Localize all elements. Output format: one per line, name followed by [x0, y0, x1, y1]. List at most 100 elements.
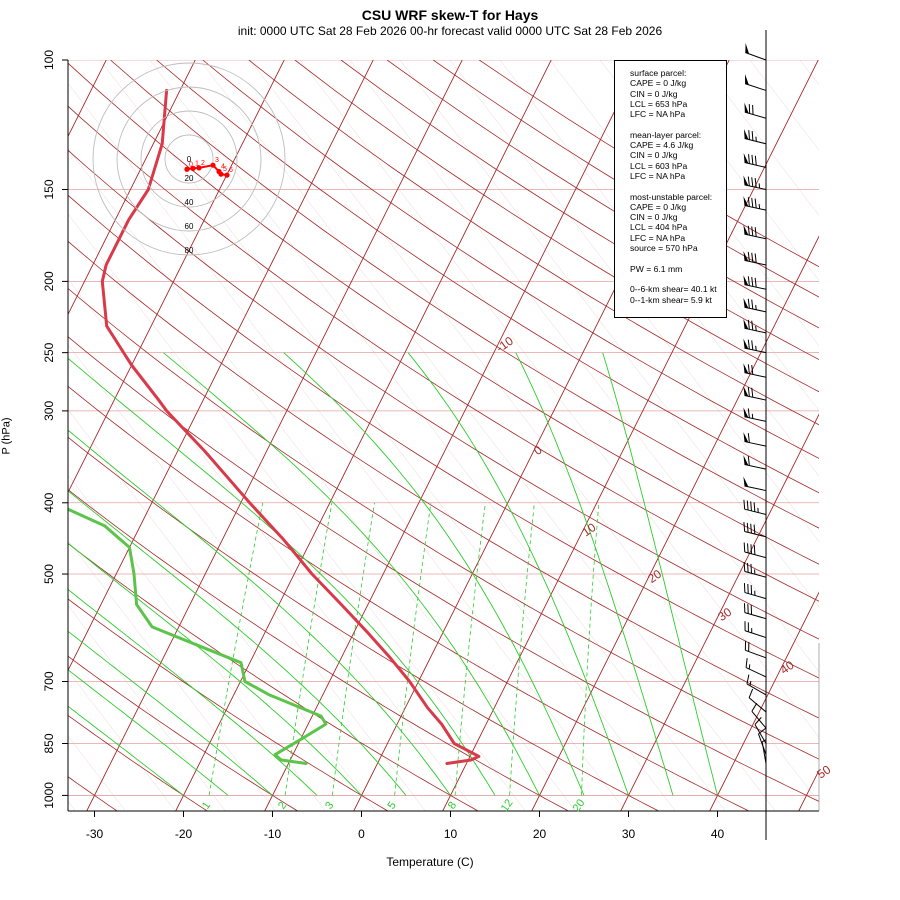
hodograph-ring	[140, 110, 238, 208]
barb-half-flag	[755, 345, 757, 351]
hodograph-ring-label: 80	[185, 246, 194, 255]
hodograph-ring-label: 0	[187, 155, 192, 164]
moist-adiabat-line	[602, 352, 718, 796]
isotherm-line	[531, 235, 819, 811]
barb-flag	[751, 252, 754, 263]
dry-adiabat-line	[68, 240, 819, 719]
info-line: LCL = 653 hPa	[630, 98, 688, 109]
info-line: CAPE = 0 J/kg	[630, 201, 687, 212]
hodograph-ring-label: 20	[185, 174, 194, 183]
barb-flag	[754, 227, 757, 237]
mixing-ratio-line	[581, 502, 600, 796]
barb-shaft	[744, 592, 767, 600]
wind-barb	[743, 196, 767, 211]
diag-grid-line	[68, 605, 226, 811]
barb-shaft	[744, 162, 767, 168]
isotherm-line	[68, 60, 107, 138]
dry-adiabat-line	[68, 598, 389, 811]
isotherm-label: 50	[814, 762, 833, 781]
dry-adiabat-line	[156, 60, 819, 494]
moist-adiabat-line	[68, 588, 318, 796]
mixing-ratio-label: 2	[276, 800, 289, 812]
barb-flag	[746, 500, 749, 511]
hodograph-point-label: 5	[223, 166, 227, 173]
barb-flag	[753, 524, 756, 535]
barb-flag	[746, 674, 750, 685]
barb-flag	[751, 154, 754, 165]
barb-flag	[750, 544, 753, 554]
barb-pennant	[743, 275, 749, 286]
barb-flag	[743, 521, 746, 532]
x-tick-label: -20	[175, 827, 193, 841]
diag-grid-line	[749, 60, 819, 151]
axes-frame	[67, 30, 820, 840]
barb-pennant	[743, 250, 749, 262]
barb-flag	[747, 543, 749, 553]
barb-pennant	[743, 407, 749, 418]
diag-grid-line	[349, 60, 819, 673]
info-line: surface parcel:	[630, 68, 687, 78]
barb-half-flag	[758, 183, 761, 189]
barb-pennant	[743, 129, 749, 140]
diag-grid-line	[699, 60, 819, 216]
isotherm-line	[709, 591, 819, 811]
barb-flag	[747, 562, 749, 573]
dry-adiabat-line	[68, 436, 659, 811]
wind-barb	[744, 74, 767, 91]
dry-adiabat-line	[68, 385, 749, 811]
barb-pennant	[743, 432, 749, 443]
wind-barb	[743, 297, 767, 313]
isotherm-label: 0	[531, 442, 545, 457]
mixing-ratio-line	[208, 502, 264, 796]
diag-grid-line	[199, 60, 776, 811]
barb-flag	[746, 522, 749, 533]
info-line: mean-layer parcel:	[630, 129, 702, 140]
barb-pennant	[743, 196, 749, 207]
barb-flag	[753, 502, 756, 512]
barb-flag	[747, 433, 750, 443]
barb-shaft	[748, 697, 767, 713]
info-line: CAPE = 0 J/kg	[630, 78, 687, 89]
y-tick-label: 250	[42, 342, 56, 362]
wind-barb	[743, 338, 767, 354]
barb-shaft	[745, 649, 767, 659]
wind-barb	[743, 175, 767, 190]
barb-flag	[751, 177, 754, 187]
chart-subtitle: init: 0000 UTC Sat 28 Feb 2026 00-hr for…	[237, 24, 663, 38]
diag-grid-line	[68, 539, 276, 811]
barb-pennant	[743, 153, 749, 164]
barb-flag	[747, 176, 750, 187]
mixing-ratio-line	[331, 502, 375, 796]
barb-flag	[745, 658, 748, 668]
barb-flag	[743, 499, 746, 510]
barb-flag	[751, 702, 758, 712]
diag-grid-line	[799, 60, 819, 86]
barb-pennant	[743, 363, 749, 374]
barb-shaft	[744, 630, 767, 639]
mean-layer-parcel-block: mean-layer parcel: CAPE = 4.6 J/kg CIN =…	[630, 130, 726, 181]
y-tick-label: 850	[42, 733, 56, 753]
dry-adiabat-line	[68, 336, 819, 802]
barb-pennant	[743, 476, 749, 487]
dry-adiabat-line	[68, 194, 819, 679]
barb-flag	[754, 253, 757, 263]
barb-flag	[751, 197, 754, 208]
diag-grid-line	[68, 409, 376, 811]
isotherm-line	[620, 413, 819, 811]
barb-shaft	[744, 111, 767, 119]
dry-adiabat-line	[294, 60, 819, 393]
moist-adiabat-line	[283, 352, 585, 796]
wind-barb	[761, 739, 767, 764]
dry-adiabat-line	[110, 60, 819, 529]
isotherm-line	[68, 60, 196, 316]
isotherm-line	[86, 60, 463, 811]
barb-flag	[748, 688, 754, 698]
barb-pennant	[743, 175, 749, 186]
wind-barb	[743, 476, 767, 492]
wind-barbs	[743, 42, 767, 764]
barb-flag	[751, 131, 754, 141]
y-axis-label: P (hPa)	[0, 417, 13, 455]
hodograph: 0 20 40 60 80 0 1 2 345 6	[92, 62, 286, 256]
barb-flag	[751, 340, 754, 350]
